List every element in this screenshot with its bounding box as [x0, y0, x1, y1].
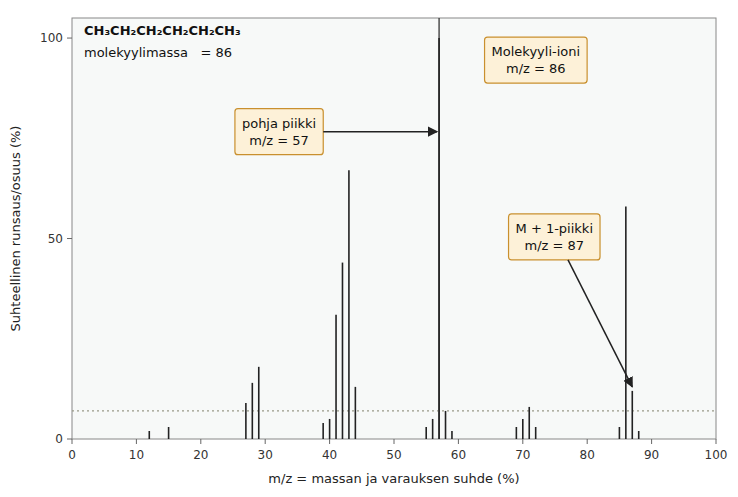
x-tick-label: 0 — [68, 448, 76, 462]
y-tick-label: 50 — [48, 232, 63, 246]
annotation-background — [235, 109, 323, 155]
annotation-box: pohja piikkim/z = 57 — [235, 109, 323, 155]
annotation-text: CH₃CH₂CH₂CH₂CH₂CH₃ — [84, 23, 241, 38]
x-tick-label: 80 — [580, 448, 595, 462]
peak — [258, 367, 260, 439]
x-tick — [329, 439, 330, 444]
y-tick — [67, 38, 72, 39]
peak — [425, 427, 427, 439]
annotations: CH₃CH₂CH₂CH₂CH₂CH₃ molekyylimassa = 86 poh… — [84, 23, 632, 387]
annotation-background — [509, 214, 600, 260]
x-tick — [265, 439, 266, 444]
x-axis-label: m/z = massan ja varauksen suhde (%) — [268, 471, 519, 486]
reference-line — [72, 410, 716, 411]
x-tick-label: 10 — [129, 448, 144, 462]
peak — [638, 431, 640, 439]
annotation-box: Molekyyli-ionim/z = 86 — [485, 37, 588, 83]
y-tick — [67, 439, 72, 440]
plot-area — [72, 18, 716, 439]
chart: 0 10 20 30 40 50 60 70 80 90 100 0 50 100 m/z = massan… — [0, 0, 738, 497]
x-tick — [522, 439, 523, 444]
x-tick-label: 30 — [258, 448, 273, 462]
peak — [438, 38, 440, 439]
x-tick — [394, 439, 395, 444]
x-tick-label: 90 — [644, 448, 659, 462]
x-tick — [458, 439, 459, 444]
annotation-background — [485, 37, 588, 83]
peak — [348, 170, 350, 439]
peak — [619, 427, 621, 439]
peak — [342, 263, 344, 439]
peak — [516, 427, 518, 439]
peak — [335, 315, 337, 439]
peak — [355, 387, 357, 439]
peak — [322, 423, 324, 439]
peak — [329, 419, 331, 439]
peak — [148, 431, 150, 439]
peak — [245, 403, 247, 439]
annotation-text: pohja piikkim/z = 57 — [242, 116, 316, 148]
x-tick-label: 70 — [515, 448, 530, 462]
annotation-text: M + 1-piikkim/z = 87 — [516, 221, 593, 253]
x-tick-label: 60 — [451, 448, 466, 462]
reference-line — [438, 18, 439, 439]
peak — [168, 427, 170, 439]
x-tick — [587, 439, 588, 444]
annotation-text: molekyylimassa = 86 — [84, 45, 232, 60]
annotation-arrow — [323, 131, 437, 133]
plot-marks — [72, 18, 716, 439]
axes: 0 10 20 30 40 50 60 70 80 90 100 0 50 100 — [40, 31, 727, 462]
annotation-text: Molekyyli-ionim/z = 86 — [492, 44, 581, 76]
y-tick — [67, 238, 72, 239]
x-tick-label: 50 — [386, 448, 401, 462]
peak — [252, 383, 254, 439]
x-tick — [136, 439, 137, 444]
y-tick-label: 100 — [40, 31, 63, 45]
peak — [631, 391, 633, 439]
x-tick-label: 40 — [322, 448, 337, 462]
x-tick-label: 20 — [193, 448, 208, 462]
peak — [625, 206, 627, 439]
peak — [528, 407, 530, 439]
annotation-arrow — [568, 260, 632, 387]
x-tick — [716, 439, 717, 444]
peak — [445, 411, 447, 439]
peak — [522, 419, 524, 439]
x-tick — [651, 439, 652, 444]
peak — [432, 419, 434, 439]
peak — [535, 427, 537, 439]
annotation-box: M + 1-piikkim/z = 87 — [509, 214, 600, 260]
x-tick — [200, 439, 201, 444]
x-tick — [72, 439, 73, 444]
y-axis-label: Suhteellinen runsaus/osuus (%) — [8, 126, 23, 332]
x-tick-label: 100 — [705, 448, 728, 462]
y-tick-label: 0 — [55, 432, 63, 446]
peak — [451, 431, 453, 439]
